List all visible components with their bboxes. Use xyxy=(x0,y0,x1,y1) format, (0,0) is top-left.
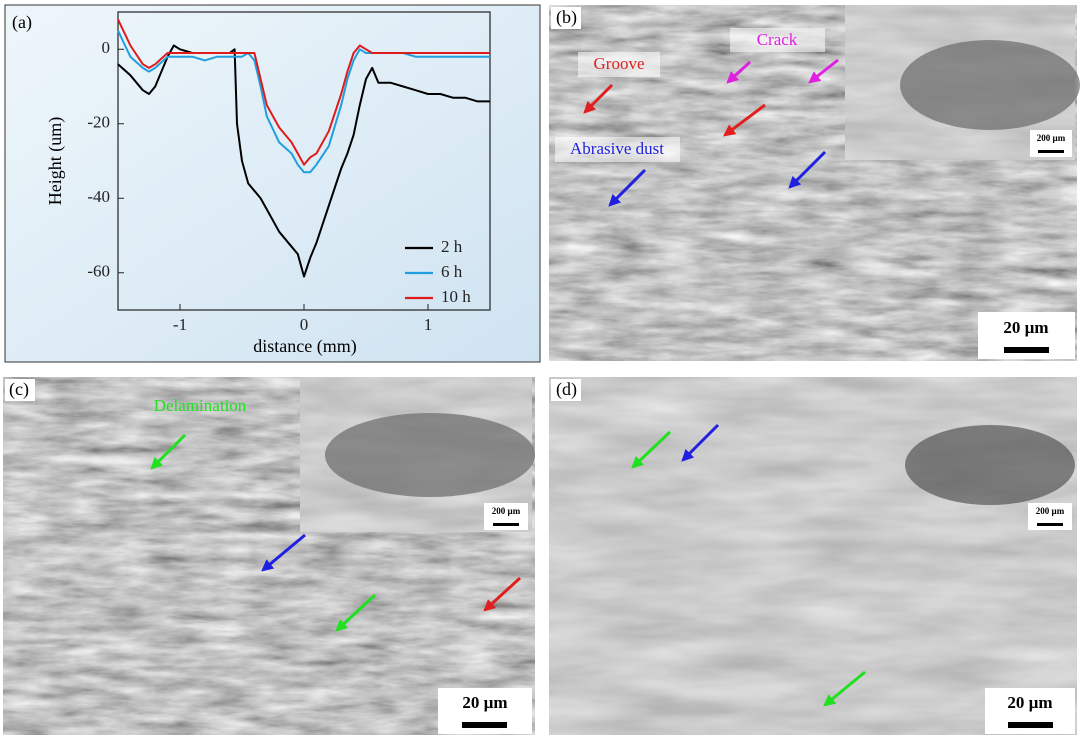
panel-label: (b) xyxy=(556,7,577,28)
inset-track xyxy=(900,40,1080,130)
scale-bar xyxy=(1008,722,1053,728)
panel-label: (c) xyxy=(9,379,29,400)
inset-scale: 200 µm xyxy=(1037,133,1066,143)
inset-scale: 200 µm xyxy=(1036,506,1065,516)
annotation: Delamination xyxy=(154,396,247,415)
y-tick-label: 0 xyxy=(102,38,111,57)
x-axis-label: distance (mm) xyxy=(253,336,356,357)
scale-bar xyxy=(462,722,507,728)
label-bg xyxy=(555,137,680,162)
panel-label: (d) xyxy=(556,379,577,400)
x-tick-label: 0 xyxy=(300,315,309,334)
panel-label: (a) xyxy=(12,12,32,33)
inset-track xyxy=(325,413,535,497)
scale-label: 20 µm xyxy=(462,693,507,712)
inset-scale: 200 µm xyxy=(492,506,521,516)
arrows xyxy=(583,58,839,207)
label-bg xyxy=(551,7,581,29)
scale-label: 20 µm xyxy=(1007,693,1052,712)
line-series xyxy=(117,44,490,278)
y-tick-label: -20 xyxy=(87,113,110,132)
legend-label: 6 h xyxy=(441,262,463,281)
line-series xyxy=(117,18,490,166)
label-bg xyxy=(5,379,35,401)
label-bg xyxy=(578,52,660,77)
annotation: Crack xyxy=(757,30,798,49)
plot: -1 0 1 0 -20 -40 -60 2 h 6 h 10 h xyxy=(87,18,490,334)
y-axis-label: Height (um) xyxy=(45,117,66,205)
label-bg xyxy=(551,379,581,401)
scale-bar xyxy=(1037,523,1063,526)
annotation: Groove xyxy=(594,54,645,73)
scale-label: 20 µm xyxy=(1003,318,1048,337)
scale-bar xyxy=(1038,150,1064,153)
legend-label: 10 h xyxy=(441,287,471,306)
x-tick-label: -1 xyxy=(173,315,187,334)
label-bg xyxy=(730,28,825,52)
scale-bar xyxy=(1004,347,1049,353)
y-tick-label: -40 xyxy=(87,187,110,206)
arrows xyxy=(631,423,866,707)
inset-track xyxy=(905,425,1075,505)
annotation: Abrasive dust xyxy=(570,139,664,158)
scale-bar xyxy=(493,523,519,526)
panel-a xyxy=(4,4,541,363)
x-tick-label: 1 xyxy=(424,315,433,334)
y-tick-label: -60 xyxy=(87,262,110,281)
arrows xyxy=(150,433,522,632)
legend-label: 2 h xyxy=(441,237,463,256)
